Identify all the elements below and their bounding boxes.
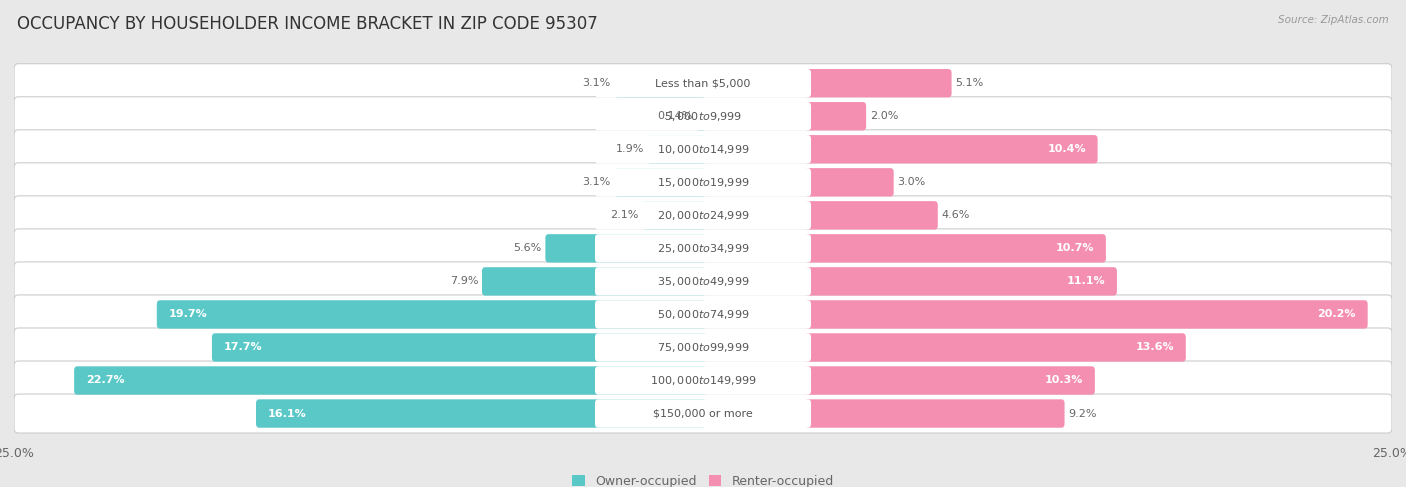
FancyBboxPatch shape — [75, 366, 706, 394]
Text: 3.0%: 3.0% — [897, 177, 925, 187]
Text: 17.7%: 17.7% — [224, 342, 262, 353]
Text: $10,000 to $14,999: $10,000 to $14,999 — [657, 143, 749, 156]
Text: Source: ZipAtlas.com: Source: ZipAtlas.com — [1278, 15, 1389, 25]
FancyBboxPatch shape — [804, 399, 1064, 428]
FancyBboxPatch shape — [595, 201, 811, 229]
FancyBboxPatch shape — [804, 366, 1095, 394]
FancyBboxPatch shape — [595, 333, 811, 362]
Text: 11.1%: 11.1% — [1067, 277, 1105, 286]
FancyBboxPatch shape — [157, 300, 706, 329]
FancyBboxPatch shape — [14, 262, 1392, 301]
FancyBboxPatch shape — [595, 366, 811, 394]
FancyBboxPatch shape — [546, 234, 706, 262]
Text: 9.2%: 9.2% — [1069, 409, 1097, 418]
FancyBboxPatch shape — [482, 267, 706, 296]
FancyBboxPatch shape — [595, 399, 811, 428]
FancyBboxPatch shape — [804, 333, 1185, 362]
Text: $25,000 to $34,999: $25,000 to $34,999 — [657, 242, 749, 255]
Text: 7.9%: 7.9% — [450, 277, 478, 286]
FancyBboxPatch shape — [595, 69, 811, 97]
FancyBboxPatch shape — [614, 168, 706, 197]
Text: 13.6%: 13.6% — [1136, 342, 1174, 353]
FancyBboxPatch shape — [14, 295, 1392, 334]
Text: 5.1%: 5.1% — [955, 78, 983, 88]
FancyBboxPatch shape — [595, 234, 811, 262]
FancyBboxPatch shape — [256, 399, 706, 428]
FancyBboxPatch shape — [804, 168, 894, 197]
FancyBboxPatch shape — [804, 300, 1368, 329]
FancyBboxPatch shape — [804, 267, 1116, 296]
FancyBboxPatch shape — [14, 328, 1392, 367]
FancyBboxPatch shape — [595, 267, 811, 296]
FancyBboxPatch shape — [14, 394, 1392, 433]
Text: $50,000 to $74,999: $50,000 to $74,999 — [657, 308, 749, 321]
Text: $5,000 to $9,999: $5,000 to $9,999 — [664, 110, 742, 123]
Text: 2.0%: 2.0% — [870, 111, 898, 121]
Text: 16.1%: 16.1% — [267, 409, 307, 418]
FancyBboxPatch shape — [14, 97, 1392, 136]
FancyBboxPatch shape — [14, 196, 1392, 235]
FancyBboxPatch shape — [595, 135, 811, 164]
FancyBboxPatch shape — [804, 135, 1098, 164]
FancyBboxPatch shape — [14, 361, 1392, 400]
Text: 3.1%: 3.1% — [582, 177, 610, 187]
Text: 10.7%: 10.7% — [1056, 244, 1094, 253]
Text: Less than $5,000: Less than $5,000 — [655, 78, 751, 88]
FancyBboxPatch shape — [804, 102, 866, 131]
FancyBboxPatch shape — [212, 333, 706, 362]
Text: $100,000 to $149,999: $100,000 to $149,999 — [650, 374, 756, 387]
Text: $150,000 or more: $150,000 or more — [654, 409, 752, 418]
Text: $15,000 to $19,999: $15,000 to $19,999 — [657, 176, 749, 189]
Text: 1.9%: 1.9% — [616, 144, 644, 154]
Text: $20,000 to $24,999: $20,000 to $24,999 — [657, 209, 749, 222]
FancyBboxPatch shape — [696, 102, 706, 131]
FancyBboxPatch shape — [804, 201, 938, 229]
FancyBboxPatch shape — [14, 64, 1392, 103]
Text: 10.4%: 10.4% — [1047, 144, 1085, 154]
Text: 22.7%: 22.7% — [86, 375, 124, 386]
Legend: Owner-occupied, Renter-occupied: Owner-occupied, Renter-occupied — [568, 470, 838, 487]
FancyBboxPatch shape — [614, 69, 706, 97]
FancyBboxPatch shape — [14, 130, 1392, 169]
FancyBboxPatch shape — [804, 234, 1107, 262]
Text: 3.1%: 3.1% — [582, 78, 610, 88]
FancyBboxPatch shape — [595, 168, 811, 197]
FancyBboxPatch shape — [595, 102, 811, 131]
FancyBboxPatch shape — [14, 163, 1392, 202]
FancyBboxPatch shape — [595, 300, 811, 329]
Text: 19.7%: 19.7% — [169, 309, 207, 319]
Text: 5.6%: 5.6% — [513, 244, 541, 253]
Text: 2.1%: 2.1% — [610, 210, 638, 220]
Text: 0.14%: 0.14% — [657, 111, 692, 121]
Text: $35,000 to $49,999: $35,000 to $49,999 — [657, 275, 749, 288]
FancyBboxPatch shape — [641, 201, 706, 229]
Text: 10.3%: 10.3% — [1045, 375, 1083, 386]
Text: $75,000 to $99,999: $75,000 to $99,999 — [657, 341, 749, 354]
FancyBboxPatch shape — [804, 69, 952, 97]
FancyBboxPatch shape — [647, 135, 706, 164]
Text: OCCUPANCY BY HOUSEHOLDER INCOME BRACKET IN ZIP CODE 95307: OCCUPANCY BY HOUSEHOLDER INCOME BRACKET … — [17, 15, 598, 33]
Text: 20.2%: 20.2% — [1317, 309, 1357, 319]
FancyBboxPatch shape — [14, 229, 1392, 268]
Text: 4.6%: 4.6% — [942, 210, 970, 220]
